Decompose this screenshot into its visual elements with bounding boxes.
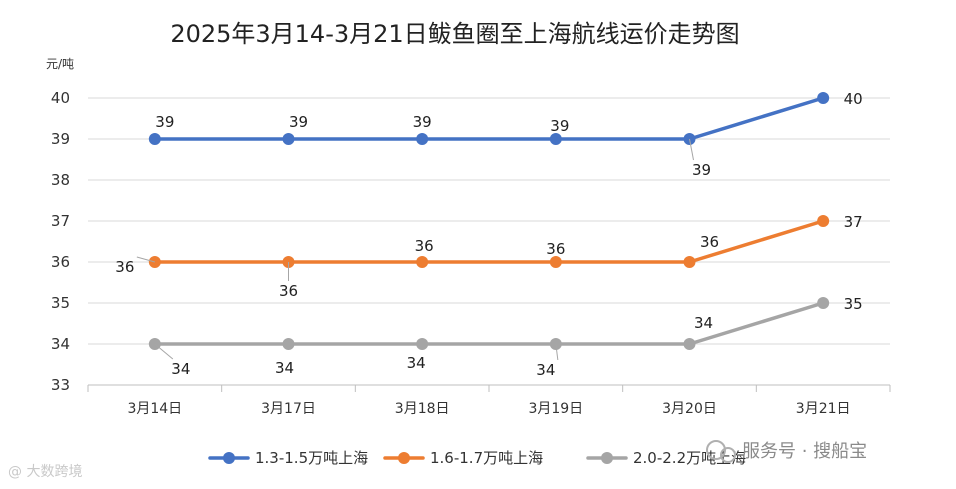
x-tick-label: 3月19日 [528,401,583,417]
data-label: 34 [171,360,190,378]
data-label: 39 [550,117,569,135]
data-label: 39 [413,113,432,131]
data-label: 37 [844,213,863,231]
data-label: 35 [844,295,863,313]
data-label: 34 [407,354,426,372]
data-label: 40 [844,90,863,108]
legend: 1.3-1.5万吨上海 1.6-1.7万吨上海 2.0-2.2万吨上海 [208,449,746,467]
data-point [683,256,696,268]
label-leader-line [136,256,155,263]
data-label: 36 [546,240,565,258]
gridlines [88,97,890,386]
data-point [416,133,429,145]
y-tick-label: 40 [51,89,70,107]
x-tick-label: 3月18日 [395,401,450,417]
legend-label-3: 2.0-2.2万吨上海 [633,449,746,467]
watermark-right-text: 服务号 · 搜船宝 [742,441,867,462]
data-point [416,256,429,268]
data-point [817,92,830,104]
data-label: 34 [536,361,555,379]
data-label: 39 [289,113,308,131]
data-point [282,338,295,350]
series-line-2 [153,219,825,264]
data-labels: 39 39 39 39 39 40 36 36 36 36 36 37 34 34 34 34 34 35 [115,90,862,379]
wechat-icon-bubble [720,447,736,463]
chart-title: 2025年3月14-3月21日鲅鱼圈至上海航线运价走势图 [170,20,739,48]
label-leader-line [689,138,694,161]
x-axis: 3月14日 3月17日 3月18日 3月19日 3月20日 3月21日 [87,385,891,417]
legend-marker-3 [601,452,613,464]
data-point [817,297,830,309]
y-axis-ticks: 33 34 35 36 37 38 39 40 [51,89,70,394]
legend-marker-1 [223,452,235,464]
data-label: 34 [694,314,713,332]
data-label: 39 [155,113,174,131]
y-tick-label: 36 [51,253,70,271]
y-axis-unit-label: 元/吨 [46,57,74,71]
data-point [416,338,429,350]
watermark-left-text: @ 大数跨境 [8,464,82,480]
y-tick-label: 37 [51,212,70,230]
data-label: 36 [279,282,298,300]
y-tick-label: 33 [51,376,70,394]
label-leader-line [555,343,559,361]
data-label: 36 [700,233,719,251]
data-label: 36 [115,258,134,276]
label-leader-line [154,343,174,360]
x-tick-label: 3月17日 [261,401,316,417]
data-point [549,256,562,268]
series-line-1 [153,96,825,141]
x-tick-label: 3月14日 [127,401,182,417]
data-label: 34 [275,359,294,377]
legend-marker-2 [398,452,410,464]
y-tick-label: 35 [51,294,70,312]
watermark-right: 服务号 · 搜船宝 [706,440,867,463]
watermark-left: @ 大数跨境 [8,464,82,480]
data-label: 36 [415,237,434,255]
legend-label-1: 1.3-1.5万吨上海 [255,449,368,467]
y-tick-label: 38 [51,171,70,189]
x-tick-label: 3月20日 [662,401,717,417]
x-tick-label: 3月21日 [796,401,851,417]
legend-label-2: 1.6-1.7万吨上海 [430,449,543,467]
data-point [817,215,830,227]
data-point [549,133,562,145]
data-point [148,133,161,145]
data-point [683,338,696,350]
y-tick-label: 39 [51,130,70,148]
series-line-3 [153,301,825,346]
wechat-icon [706,440,726,460]
data-point [282,133,295,145]
y-tick-label: 34 [51,335,70,353]
data-label: 39 [692,161,711,179]
